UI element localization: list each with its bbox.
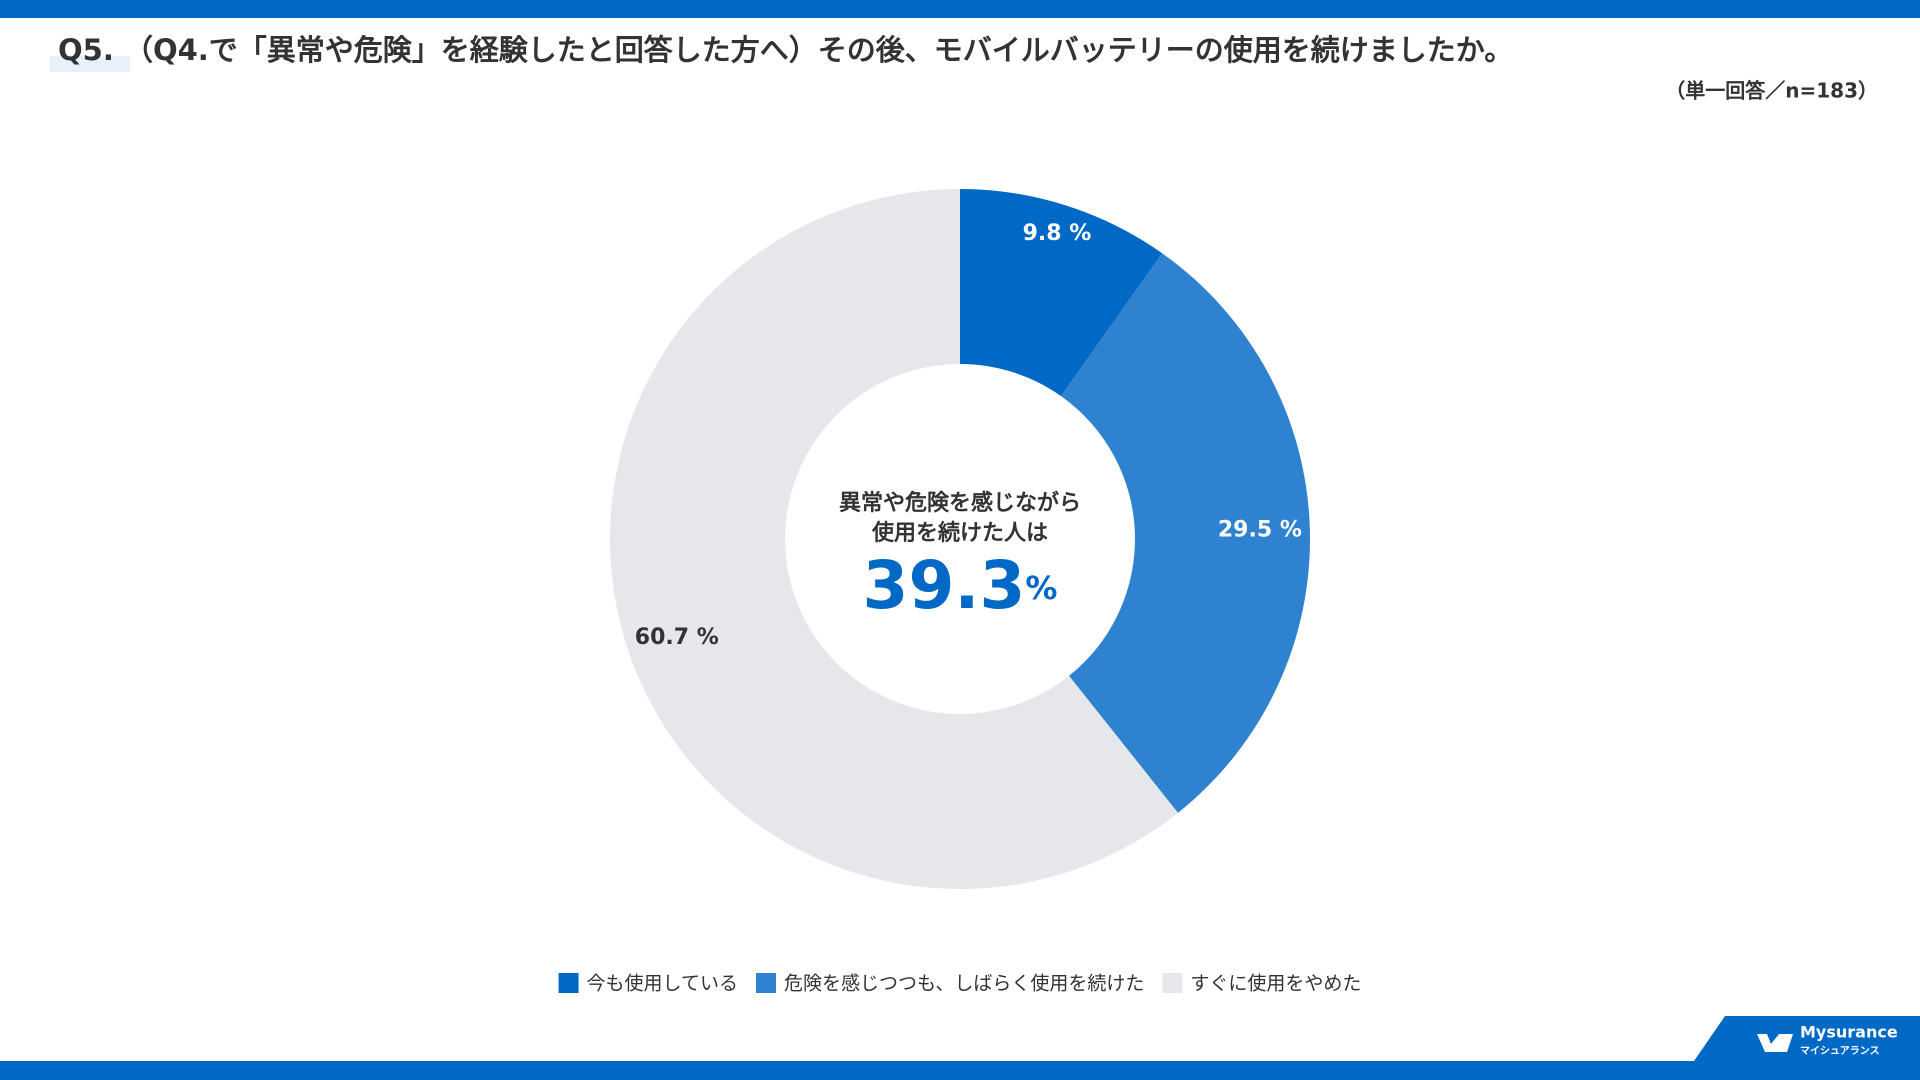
legend-label: すぐに使用をやめた [1190,973,1361,995]
data-label: 29.5 % [1218,518,1302,543]
top-bar [0,0,1920,18]
data-label: 60.7 % [635,625,719,650]
bottom-bar [0,1061,1920,1080]
center-text: 異常や危険を感じながら [839,490,1081,516]
slice [610,189,1178,889]
center-unit: % [1025,569,1057,607]
title-highlight [50,56,130,72]
slice [1061,253,1310,813]
subtitle: （単一回答／n=183） [1665,79,1878,103]
center-value: 39.3 [863,547,1026,624]
legend-swatch [755,973,776,993]
donut [610,189,1310,889]
legend: 今も使用している 危険を感じつつも、しばらく使用を続けた すぐに使用をやめた [558,973,1361,995]
center-text: 使用を続けた人は [871,520,1048,546]
legend-swatch [1162,973,1183,993]
legend-swatch [558,973,579,993]
logo-tab [1694,1016,1920,1061]
slice [960,189,1163,397]
data-label: 9.8 % [1023,221,1092,246]
logo-icon [1757,1034,1793,1052]
logo-kana: マイシュアランス [1800,1045,1880,1057]
legend-label: 今も使用している [587,973,738,995]
title: Q5. （Q4.で「異常や危険」を経験したと回答した方へ）その後、モバイルバッテ… [58,33,1513,67]
legend-label: 危険を感じつつも、しばらく使用を続けた [784,973,1144,995]
center-value-group: 39.3% [863,547,1058,624]
logo-name: Mysurance [1800,1023,1898,1042]
